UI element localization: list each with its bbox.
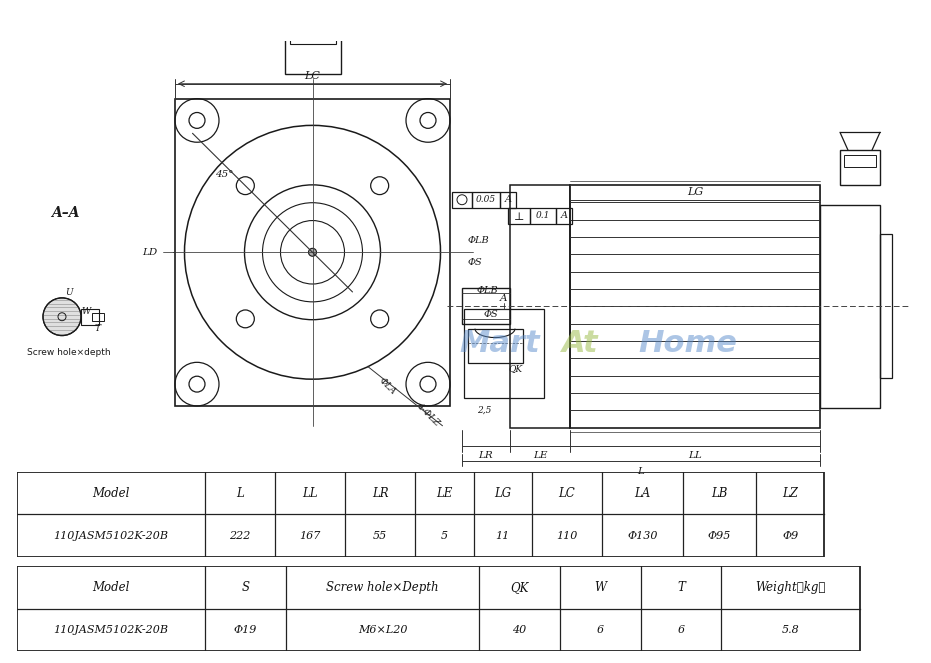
Text: ΦS: ΦS [468, 258, 482, 267]
Text: Φ9: Φ9 [782, 530, 799, 541]
Text: ΦLB: ΦLB [477, 286, 498, 295]
Text: LC: LC [559, 487, 575, 500]
Text: 6: 6 [678, 625, 684, 635]
Text: ΦLB: ΦLB [468, 236, 490, 245]
Text: Φ95: Φ95 [708, 530, 731, 541]
Text: W: W [81, 307, 90, 316]
Bar [820, 205, 880, 408]
Text: Screw hole×Depth: Screw hole×Depth [326, 581, 439, 594]
Text: LR: LR [479, 451, 493, 460]
Text: A–A: A–A [51, 206, 79, 219]
Text: Screw hole×depth: Screw hole×depth [27, 348, 111, 357]
Text: L: L [236, 487, 244, 500]
Bar [840, 150, 880, 185]
Text: 110: 110 [556, 530, 577, 541]
Text: ΦS: ΦS [483, 310, 498, 319]
Bar [468, 329, 523, 363]
Text: T: T [677, 581, 685, 594]
Text: LC: LC [304, 71, 320, 81]
Bar [880, 235, 892, 378]
Bar [500, 192, 516, 208]
Text: At: At [561, 329, 599, 358]
Text: 45°: 45° [215, 170, 234, 180]
Text: 0.1: 0.1 [536, 211, 550, 220]
Text: M6×L20: M6×L20 [358, 625, 407, 635]
Text: 110JASM5102K-20B: 110JASM5102K-20B [53, 625, 169, 635]
Text: 55: 55 [373, 530, 387, 541]
Text: 5: 5 [441, 530, 448, 541]
Text: U: U [65, 288, 73, 298]
Text: A: A [560, 211, 568, 220]
Bar [508, 208, 530, 223]
Bar [510, 185, 570, 428]
Circle shape [308, 249, 317, 256]
Text: 40: 40 [512, 625, 526, 635]
Text: 222: 222 [230, 530, 251, 541]
Text: Mart: Mart [459, 329, 540, 358]
Text: LB: LB [711, 487, 728, 500]
Text: QK: QK [510, 581, 529, 594]
Circle shape [43, 298, 81, 335]
Text: T: T [95, 324, 101, 333]
Text: ΦLA: ΦLA [377, 376, 398, 396]
Bar [452, 192, 472, 208]
Text: W: W [594, 581, 606, 594]
Text: 110JASM5102K-20B: 110JASM5102K-20B [53, 530, 169, 541]
Text: A: A [505, 195, 511, 204]
Text: Model: Model [92, 581, 129, 594]
Text: Home: Home [638, 329, 736, 358]
Text: LL: LL [688, 451, 702, 460]
Text: Model: Model [92, 487, 129, 500]
Bar [92, 313, 104, 321]
Text: 11: 11 [495, 530, 510, 541]
Text: Φ19: Φ19 [234, 625, 257, 635]
Bar [175, 99, 450, 406]
Text: LL: LL [303, 487, 318, 500]
Bar [290, 25, 335, 44]
Text: S: S [242, 581, 250, 594]
Text: L: L [638, 467, 644, 476]
Bar [81, 309, 99, 325]
Bar [844, 155, 876, 167]
Text: LG: LG [494, 487, 511, 500]
Text: Weight（kg）: Weight（kg） [756, 581, 826, 594]
Text: QK: QK [509, 364, 523, 373]
Bar [462, 288, 510, 324]
Text: LZ: LZ [782, 487, 798, 500]
Text: 110 Series Servo Motor: 110 Series Servo Motor [11, 9, 378, 36]
Text: LE: LE [437, 487, 452, 500]
Text: 6: 6 [597, 625, 603, 635]
Text: LG: LG [687, 187, 703, 197]
Bar [285, 19, 341, 74]
Bar [472, 192, 500, 208]
Bar [570, 185, 820, 428]
Text: LR: LR [371, 487, 388, 500]
Text: ⊥: ⊥ [514, 211, 524, 221]
Text: 5.8: 5.8 [782, 625, 800, 635]
Text: A: A [500, 294, 507, 304]
Text: 167: 167 [300, 530, 321, 541]
Text: LE: LE [533, 451, 547, 460]
Text: 0.05: 0.05 [476, 195, 496, 204]
Text: Φ130: Φ130 [627, 530, 657, 541]
Text: LD: LD [142, 248, 157, 257]
Text: 2,5: 2,5 [477, 405, 492, 414]
Text: LA: LA [634, 487, 651, 500]
Text: 4-ΦLZ: 4-ΦLZ [414, 400, 440, 427]
Bar [556, 208, 572, 223]
Bar [530, 208, 556, 223]
Bar [464, 309, 544, 398]
